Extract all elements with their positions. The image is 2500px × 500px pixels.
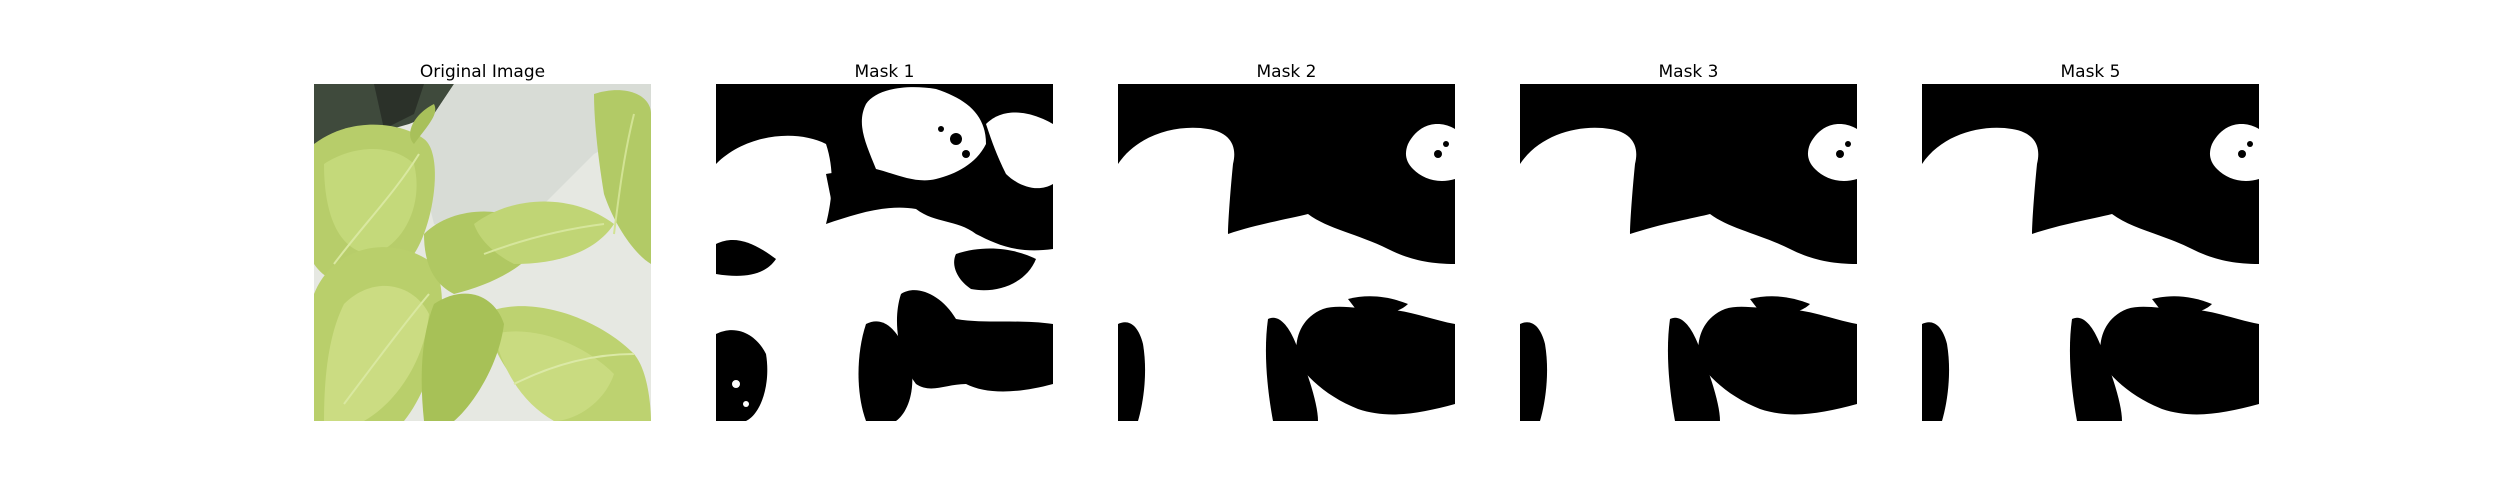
panel-original-image: Original Image: [314, 60, 651, 421]
panel-title: Mask 3: [1658, 62, 1719, 82]
panel-mask-5: Mask 5: [1922, 60, 2259, 421]
panel-mask-3: Mask 3: [1520, 60, 1857, 421]
panel-title: Mask 1: [854, 62, 915, 82]
mask-1-shape: [716, 84, 1053, 421]
mask-5-image: [1922, 84, 2259, 421]
mask-3-shape: [1520, 84, 1857, 421]
original-image: [314, 84, 651, 421]
mask-2-shape: [1118, 84, 1455, 421]
panel-title: Original Image: [419, 62, 546, 82]
panel-mask-2: Mask 2: [1118, 60, 1455, 421]
mask-3-image: [1520, 84, 1857, 421]
mask-2-image: [1118, 84, 1455, 421]
mask-5-shape: [1922, 84, 2259, 421]
panel-title: Mask 5: [2060, 62, 2121, 82]
panel-mask-1: Mask 1: [716, 60, 1053, 421]
leaf-photo: [314, 84, 651, 421]
panel-title: Mask 2: [1256, 62, 1317, 82]
mask-1-image: [716, 84, 1053, 421]
